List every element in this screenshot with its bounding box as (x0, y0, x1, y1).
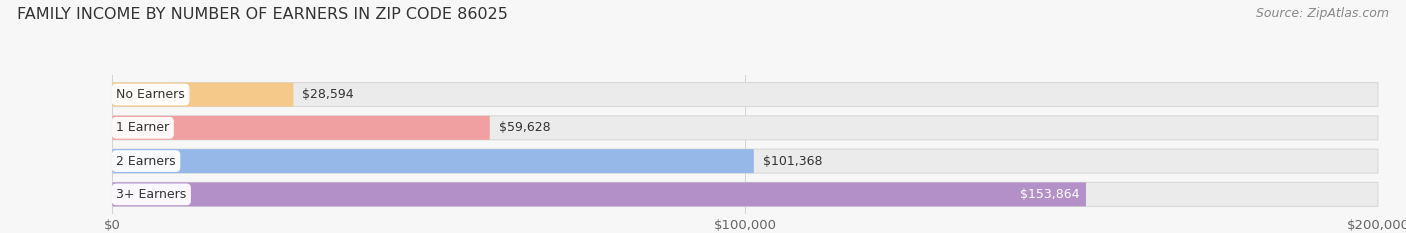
Text: $101,368: $101,368 (762, 155, 823, 168)
Text: 3+ Earners: 3+ Earners (117, 188, 187, 201)
FancyBboxPatch shape (112, 82, 1378, 106)
Text: $59,628: $59,628 (499, 121, 550, 134)
Text: Source: ZipAtlas.com: Source: ZipAtlas.com (1256, 7, 1389, 20)
Text: 2 Earners: 2 Earners (117, 155, 176, 168)
Text: 1 Earner: 1 Earner (117, 121, 169, 134)
Text: $28,594: $28,594 (302, 88, 354, 101)
FancyBboxPatch shape (112, 182, 1378, 206)
FancyBboxPatch shape (112, 149, 1378, 173)
Text: FAMILY INCOME BY NUMBER OF EARNERS IN ZIP CODE 86025: FAMILY INCOME BY NUMBER OF EARNERS IN ZI… (17, 7, 508, 22)
FancyBboxPatch shape (112, 182, 1085, 206)
FancyBboxPatch shape (112, 82, 294, 106)
Text: No Earners: No Earners (117, 88, 186, 101)
FancyBboxPatch shape (112, 116, 489, 140)
FancyBboxPatch shape (112, 116, 1378, 140)
Text: $153,864: $153,864 (1021, 188, 1080, 201)
FancyBboxPatch shape (112, 149, 754, 173)
